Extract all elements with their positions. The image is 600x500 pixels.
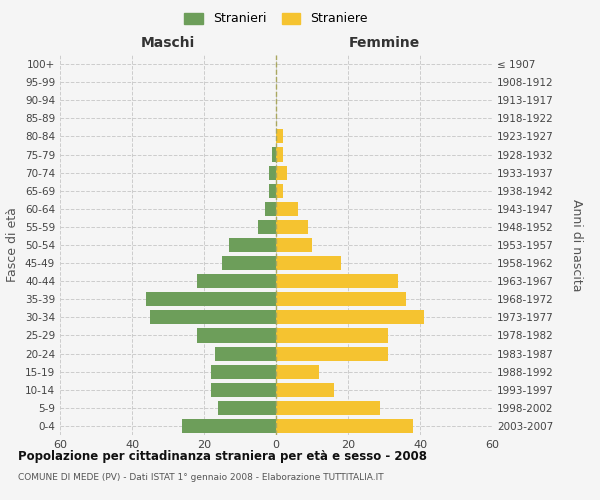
Bar (229, 238, 276, 252)
Bar (276, 292, 406, 306)
Text: Maschi: Maschi (141, 36, 195, 50)
Text: COMUNE DI MEDE (PV) - Dati ISTAT 1° gennaio 2008 - Elaborazione TUTTITALIA.IT: COMUNE DI MEDE (PV) - Dati ISTAT 1° genn… (18, 472, 383, 482)
Bar (215, 346, 276, 360)
Bar (276, 328, 388, 342)
Bar (276, 220, 308, 234)
Bar (146, 292, 276, 306)
Bar (276, 256, 341, 270)
Y-axis label: Anni di nascita: Anni di nascita (570, 198, 583, 291)
Bar (276, 346, 388, 360)
Legend: Stranieri, Straniere: Stranieri, Straniere (181, 8, 371, 29)
Bar (272, 148, 276, 162)
Bar (276, 419, 413, 433)
Y-axis label: Fasce di età: Fasce di età (7, 208, 19, 282)
Bar (276, 148, 283, 162)
Bar (276, 130, 283, 143)
Bar (150, 310, 276, 324)
Bar (276, 202, 298, 216)
Bar (258, 220, 276, 234)
Bar (211, 364, 276, 378)
Bar (276, 166, 287, 179)
Bar (269, 184, 276, 198)
Bar (265, 202, 276, 216)
Bar (269, 166, 276, 179)
Bar (276, 184, 283, 198)
Text: Popolazione per cittadinanza straniera per età e sesso - 2008: Popolazione per cittadinanza straniera p… (18, 450, 427, 463)
Bar (222, 256, 276, 270)
Bar (276, 238, 312, 252)
Text: Femmine: Femmine (349, 36, 419, 50)
Bar (218, 401, 276, 415)
Bar (211, 382, 276, 397)
Bar (197, 274, 276, 288)
Bar (276, 364, 319, 378)
Bar (276, 401, 380, 415)
Bar (276, 274, 398, 288)
Bar (197, 328, 276, 342)
Bar (276, 382, 334, 397)
Bar (182, 419, 276, 433)
Bar (276, 310, 424, 324)
